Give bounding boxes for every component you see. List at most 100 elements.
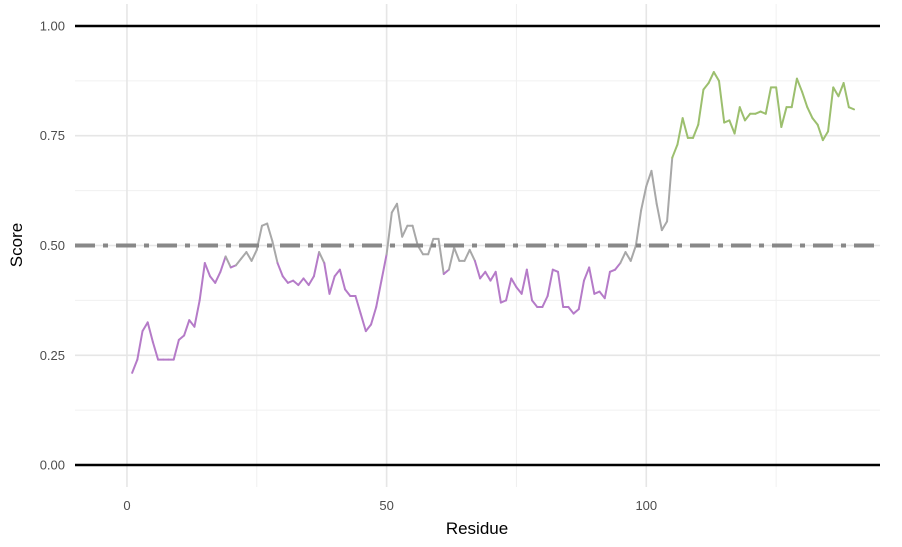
- score-line-segment: [323, 262, 331, 295]
- score-line-segment: [827, 86, 835, 133]
- score-line-segment: [354, 294, 362, 315]
- score-line-segment: [738, 106, 746, 122]
- score-line-segment: [390, 202, 398, 214]
- score-line-segment: [603, 270, 611, 300]
- score-line-segment: [837, 82, 845, 98]
- score-line-segment: [250, 248, 258, 262]
- score-line-segment: [801, 90, 809, 109]
- score-line-segment: [131, 358, 139, 374]
- score-line-segment: [214, 270, 222, 284]
- reference-lines: [75, 24, 880, 467]
- score-line-segment: [151, 341, 160, 361]
- score-line-segment: [624, 251, 632, 262]
- x-axis-title: Residue: [446, 519, 508, 538]
- score-line-segment: [489, 270, 497, 282]
- score-line-segment: [847, 106, 856, 111]
- score-line-segment: [557, 270, 565, 308]
- score-line-segment: [245, 251, 253, 262]
- score-line-segment: [198, 262, 206, 302]
- score-line-segment: [728, 119, 736, 135]
- score-line-segment: [531, 299, 539, 308]
- score-line-segment: [463, 248, 471, 262]
- score-line-segment: [276, 262, 284, 278]
- score-line-segment: [141, 321, 149, 333]
- score-line-segment: [447, 246, 456, 271]
- score-line-segment: [302, 277, 310, 287]
- score-line-segment: [219, 255, 227, 273]
- score-line-segment: [240, 251, 248, 260]
- score-line-segment: [172, 338, 180, 361]
- score-line-segment: [764, 86, 772, 115]
- score-line-segment: [520, 268, 528, 295]
- score-line-segment: [832, 86, 840, 98]
- score-line-segment: [338, 268, 347, 291]
- score-line-segment: [266, 222, 274, 243]
- score-line-segment: [364, 323, 373, 333]
- score-line-segment: [427, 237, 435, 256]
- score-line-segment: [333, 268, 341, 278]
- score-line-segment: [136, 330, 144, 361]
- score-line-segment: [588, 266, 596, 295]
- x-tick-label: 50: [379, 498, 393, 513]
- score-line-segment: [790, 77, 798, 109]
- x-axis-ticks: 0 50 100: [123, 498, 657, 513]
- score-line-segment: [614, 262, 622, 271]
- score-line-segment: [541, 294, 549, 308]
- score-line-segment: [629, 244, 637, 262]
- score-line-segment: [619, 251, 627, 265]
- score-line-segment: [811, 117, 819, 126]
- score-line-segment: [650, 169, 658, 205]
- score-line-segment: [307, 275, 315, 287]
- score-line-segment: [546, 268, 554, 297]
- score-line-segment: [676, 117, 684, 146]
- score-line-segment: [816, 123, 824, 142]
- score-line-segment: [494, 270, 502, 304]
- score-line-segment: [821, 130, 830, 142]
- score-line-segment: [396, 202, 404, 238]
- score-line-segment: [203, 262, 212, 278]
- score-line-segment: [515, 286, 523, 295]
- score-line-segment: [655, 202, 663, 232]
- score-line-segment: [666, 156, 674, 223]
- score-line-segment: [702, 82, 710, 91]
- y-tick-label: 0.50: [40, 238, 65, 253]
- score-line-segment: [193, 299, 201, 328]
- x-tick-label: 100: [635, 498, 657, 513]
- score-line-segment: [806, 106, 814, 120]
- score-line-segment: [525, 268, 534, 302]
- score-line-segment: [842, 82, 850, 109]
- score-line-segment: [146, 321, 154, 344]
- y-axis-title: Score: [7, 223, 26, 267]
- score-line-segment: [235, 257, 243, 267]
- score-line-segment: [344, 288, 352, 297]
- score-line-segment: [292, 279, 300, 287]
- score-line-segment: [743, 112, 752, 122]
- score-line-segment: [645, 169, 653, 188]
- score-line-segment: [224, 255, 232, 269]
- score-line-segment: [375, 279, 383, 308]
- score-line-segment: [572, 308, 580, 315]
- x-tick-label: 0: [123, 498, 130, 513]
- score-line-segment: [453, 246, 461, 262]
- score-line-segment: [707, 71, 715, 85]
- score-line-segment: [312, 251, 321, 278]
- score-line-segment: [712, 71, 720, 82]
- score-line-segment: [681, 117, 689, 139]
- score-line-segment: [359, 312, 367, 333]
- score-line-segment: [660, 220, 669, 232]
- score-line-segment: [697, 88, 705, 126]
- score-line-segment: [780, 106, 788, 128]
- score-line-segment: [718, 79, 726, 124]
- score-line-segment: [473, 259, 482, 280]
- y-axis-ticks: 0.00 0.25 0.50 0.75 1.00: [40, 18, 65, 472]
- score-line-segment: [775, 86, 783, 128]
- score-line-segment: [385, 211, 393, 256]
- score-line-segment: [733, 106, 741, 135]
- score-line-segment: [567, 305, 575, 315]
- score-line-segment: [281, 275, 289, 284]
- score-line-segment: [510, 277, 518, 289]
- score-line-segment: [577, 279, 585, 311]
- score-line-segment: [437, 237, 445, 276]
